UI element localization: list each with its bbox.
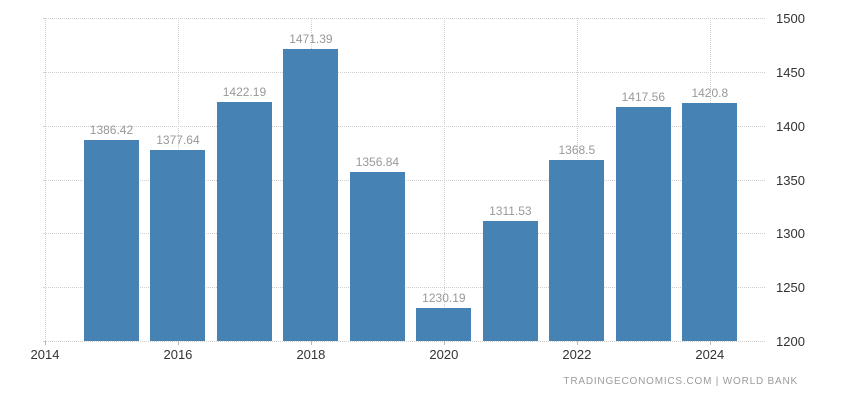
x-axis-tick-mark: [44, 341, 46, 345]
x-axis-tick-label: 2014: [30, 347, 60, 362]
bar[interactable]: [416, 308, 472, 341]
bar-value-label: 1386.42: [89, 123, 134, 138]
gridline-vertical: [44, 18, 46, 341]
bar-value-label: 1377.64: [156, 132, 200, 147]
y-axis-tick-label: 1450: [776, 64, 805, 80]
bar-value-label: 1471.39: [289, 31, 333, 46]
x-axis-tick-mark: [443, 341, 445, 345]
x-axis-tick-label: 2018: [296, 347, 326, 362]
bar[interactable]: [216, 101, 272, 341]
bar-value-label: 1230.19: [422, 291, 466, 306]
gridline-horizontal: [43, 125, 765, 127]
bar[interactable]: [150, 149, 206, 341]
x-axis-tick-label: 2016: [163, 347, 193, 362]
bar-value-label: 1417.56: [621, 89, 666, 104]
gridline-horizontal: [43, 341, 765, 342]
gridline-vertical: [443, 18, 445, 341]
bar[interactable]: [482, 220, 538, 341]
bar-value-label: 1368.5: [558, 142, 596, 157]
x-axis-tick-label: 2020: [429, 347, 459, 362]
gridline-horizontal: [43, 18, 765, 19]
y-axis-tick-label: 1400: [776, 118, 805, 134]
y-axis-tick-label: 1200: [776, 334, 805, 349]
gridline-horizontal: [43, 71, 765, 73]
x-axis-tick-mark: [177, 341, 179, 345]
y-axis-tick-label: 1300: [776, 226, 805, 242]
x-axis-tick-label: 2022: [562, 347, 592, 362]
bar[interactable]: [615, 106, 671, 341]
y-axis-tick-label: 1250: [776, 280, 805, 296]
bar[interactable]: [349, 172, 405, 341]
x-axis-tick-mark: [310, 341, 312, 345]
bar-value-label: 1311.53: [489, 203, 532, 218]
attribution: TRADINGECONOMICS.COM | WORLD BANK: [563, 376, 798, 387]
x-axis-tick-label: 2024: [695, 347, 725, 362]
bar[interactable]: [283, 48, 339, 341]
bar[interactable]: [682, 103, 738, 341]
x-axis-tick-mark: [709, 341, 711, 345]
x-axis-tick-mark: [576, 341, 578, 345]
bar-value-label: 1420.8: [691, 86, 729, 101]
bar-value-label: 1356.84: [355, 155, 400, 170]
bar-value-label: 1422.19: [222, 84, 267, 99]
y-axis-tick-label: 1350: [776, 172, 805, 188]
bar[interactable]: [83, 140, 139, 341]
y-axis-tick-label: 1500: [776, 11, 805, 26]
bar[interactable]: [549, 159, 605, 341]
